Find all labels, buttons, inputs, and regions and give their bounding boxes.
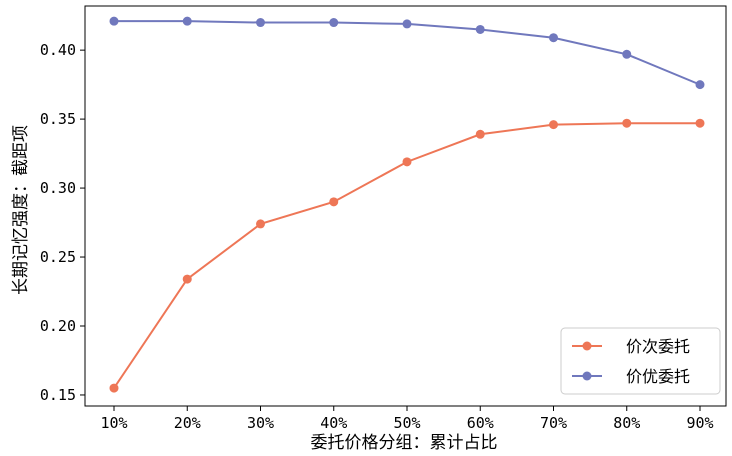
legend-marker-jiayou [582,371,592,381]
y-axis-ticks: 0.15 0.20 0.25 0.30 0.35 0.40 [40,41,85,404]
x-tick-label: 50% [393,414,420,432]
x-tick-label: 80% [613,414,640,432]
data-point [549,120,558,130]
data-point [402,19,412,29]
legend-item-jiayou: 价优委托 [572,367,690,386]
y-tick-label: 0.30 [40,179,76,197]
series-line [114,20,701,86]
x-tick-label: 10% [100,414,127,432]
data-point [622,118,632,128]
data-point [622,49,632,59]
legend: 价次委托 价优委托 [560,327,721,395]
x-axis-ticks: 10% 20% 30% 40% 50% 60% 70% 80% 90% [100,406,714,432]
x-tick-label: 90% [686,414,713,432]
x-tick-label: 60% [467,414,494,432]
data-point [475,129,485,139]
data-point [475,24,485,34]
x-axis-label: 委托价格分组：累计占比 [311,433,498,453]
data-point [256,219,265,229]
y-tick-label: 0.40 [40,41,76,59]
data-point [549,33,558,43]
legend-item-jiaci: 价次委托 [572,337,690,356]
y-tick-label: 0.15 [40,386,76,404]
data-point [695,118,705,128]
data-point [329,197,339,207]
legend-box [560,327,721,395]
data-point [256,18,265,28]
x-tick-label: 20% [174,414,201,432]
plot-area-border [84,5,727,407]
plot-frame [84,5,727,407]
y-axis-label: 长期记忆强度：截距项 [11,125,31,295]
data-point [109,383,119,393]
data-point [402,157,412,167]
legend-label-jiayou: 价优委托 [626,367,690,386]
data-point [109,16,119,26]
data-point [695,80,705,90]
legend-marker-jiaci [582,341,592,351]
y-tick-label: 0.25 [40,248,76,266]
series-0 [109,118,705,393]
series-1 [109,16,705,90]
x-tick-label: 30% [247,414,274,432]
data-point [329,18,339,28]
y-tick-label: 0.20 [40,317,76,335]
legend-label-jiaci: 价次委托 [626,337,690,356]
y-tick-label: 0.35 [40,110,76,128]
x-tick-label: 70% [540,414,567,432]
data-point [182,274,192,284]
x-tick-label: 40% [320,414,347,432]
series-layer [109,16,705,393]
data-point [182,16,192,26]
